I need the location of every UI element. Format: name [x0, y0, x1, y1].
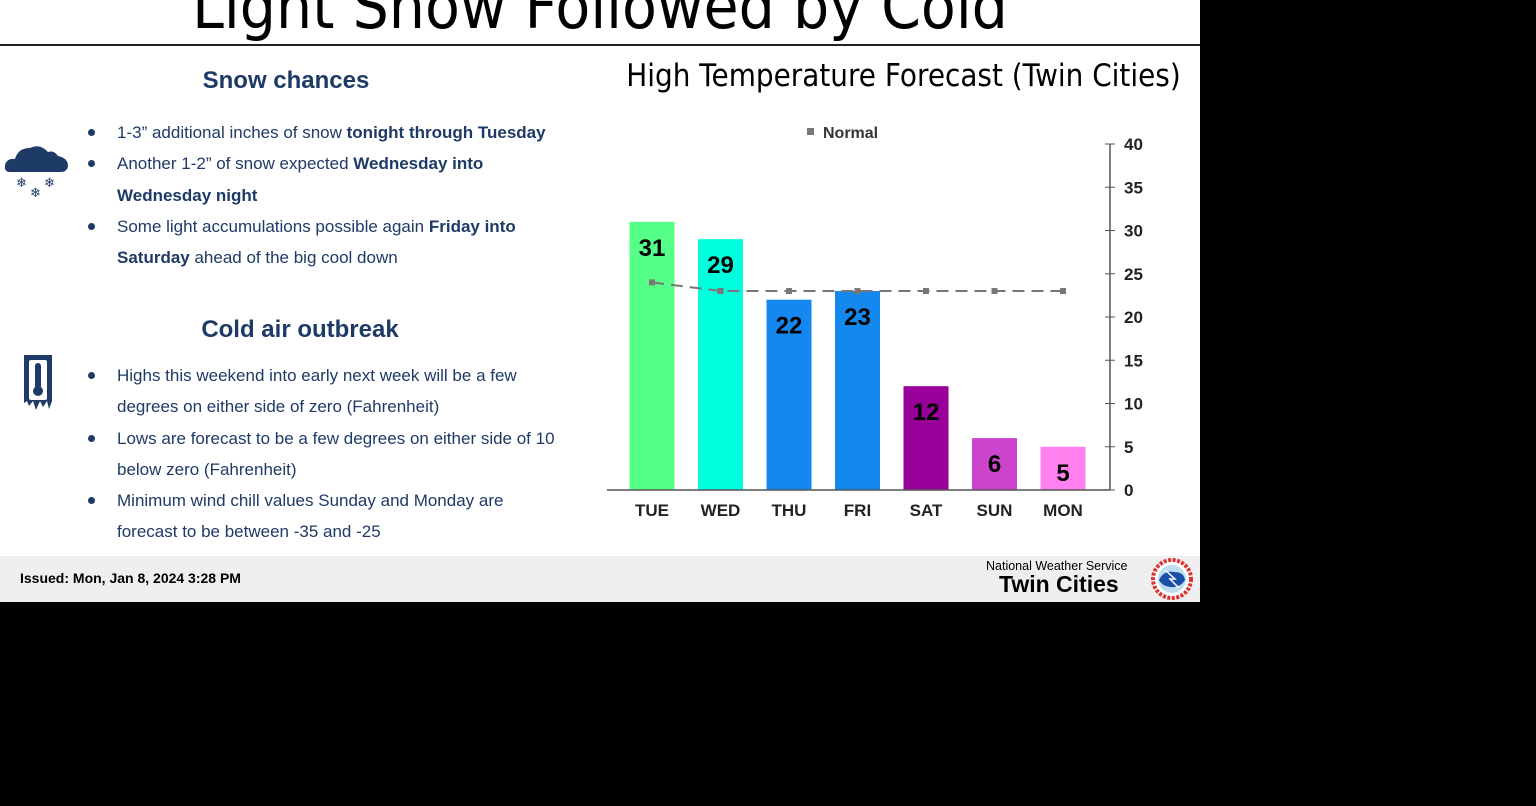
x-tick-label: MON	[1043, 501, 1083, 520]
data-label: 23	[844, 304, 871, 331]
nws-logo	[1151, 558, 1193, 600]
snow-bullet: 1-3” additional inches of snow tonight t…	[88, 117, 558, 148]
title-divider	[0, 44, 1200, 46]
snow-bullet: Some light accumulations possible again …	[88, 211, 558, 274]
normal-point	[1060, 288, 1066, 295]
bar-mon	[1040, 446, 1086, 490]
svg-text:❄: ❄	[16, 175, 27, 190]
y-tick-label: 35	[1124, 178, 1143, 197]
frozen-thermometer-icon	[24, 355, 52, 410]
x-tick-label: SUN	[977, 501, 1013, 520]
bar-sat	[903, 386, 949, 490]
normal-point	[991, 288, 998, 295]
bar-tue	[629, 221, 675, 490]
y-tick-label: 15	[1124, 351, 1143, 370]
normal-point	[649, 279, 655, 286]
normal-point	[786, 288, 792, 295]
x-tick-label: THU	[772, 501, 807, 520]
cold-bullet: Lows are forecast to be a few degrees on…	[88, 423, 568, 486]
bar-wed	[698, 239, 743, 490]
briefing-slide: Light Snow Followed by Cold Snow chances…	[0, 0, 1200, 602]
y-tick-label: 40	[1124, 135, 1143, 154]
office-name: Twin Cities	[999, 571, 1119, 597]
slide-title: Light Snow Followed by Cold	[192, 0, 1008, 43]
snow-heading: Snow chances	[202, 67, 370, 94]
cold-bullet: Minimum wind chill values Sunday and Mon…	[88, 485, 568, 548]
legend-normal: Normal	[823, 125, 878, 142]
snow-bullets: 1-3” additional inches of snow tonight t…	[88, 117, 558, 273]
x-tick-label: WED	[701, 501, 741, 520]
snow-bullet: Another 1-2” of snow expected Wednesday …	[88, 148, 558, 211]
y-tick-label: 20	[1124, 308, 1143, 327]
normal-point	[923, 288, 929, 295]
agency-name: National Weather Service	[986, 559, 1128, 573]
data-label: 22	[776, 313, 803, 340]
normal-point	[717, 288, 724, 295]
data-label: 31	[639, 235, 666, 262]
data-label: 6	[988, 451, 1001, 478]
x-tick-label: TUE	[635, 501, 669, 520]
legend-marker	[807, 128, 814, 135]
data-label: 12	[913, 399, 940, 426]
y-tick-label: 0	[1124, 481, 1133, 500]
bar-sun	[972, 438, 1017, 490]
svg-text:❄: ❄	[44, 175, 55, 190]
y-tick-label: 5	[1124, 438, 1133, 457]
cold-heading: Cold air outbreak	[201, 316, 399, 343]
y-tick-label: 25	[1124, 265, 1143, 284]
cold-bullet: Highs this weekend into early next week …	[88, 360, 568, 423]
svg-text:❄: ❄	[30, 185, 41, 200]
cold-bullets: Highs this weekend into early next week …	[88, 360, 568, 548]
data-label: 29	[707, 252, 734, 279]
chart-title: High Temperature Forecast (Twin Cities)	[626, 58, 1181, 94]
normal-point	[854, 288, 861, 295]
x-tick-label: SAT	[910, 501, 943, 520]
x-tick-label: FRI	[844, 501, 871, 520]
cloud-snow-icon: ❄ ❄ ❄	[4, 146, 68, 200]
temperature-chart: 31 TUE 29 WED 22 THU 23 FRI 12 SAT 6 SUN 5 MON 0 5 10 15 2…	[607, 125, 1143, 520]
y-tick-label: 10	[1124, 395, 1143, 414]
issued-timestamp: Issued: Mon, Jan 8, 2024 3:28 PM	[20, 570, 241, 586]
y-tick-label: 30	[1124, 222, 1143, 241]
footer: Issued: Mon, Jan 8, 2024 3:28 PM Nationa…	[0, 556, 1200, 602]
bar-thu	[766, 299, 812, 490]
data-label: 5	[1056, 460, 1069, 487]
bar-fri	[835, 291, 880, 490]
